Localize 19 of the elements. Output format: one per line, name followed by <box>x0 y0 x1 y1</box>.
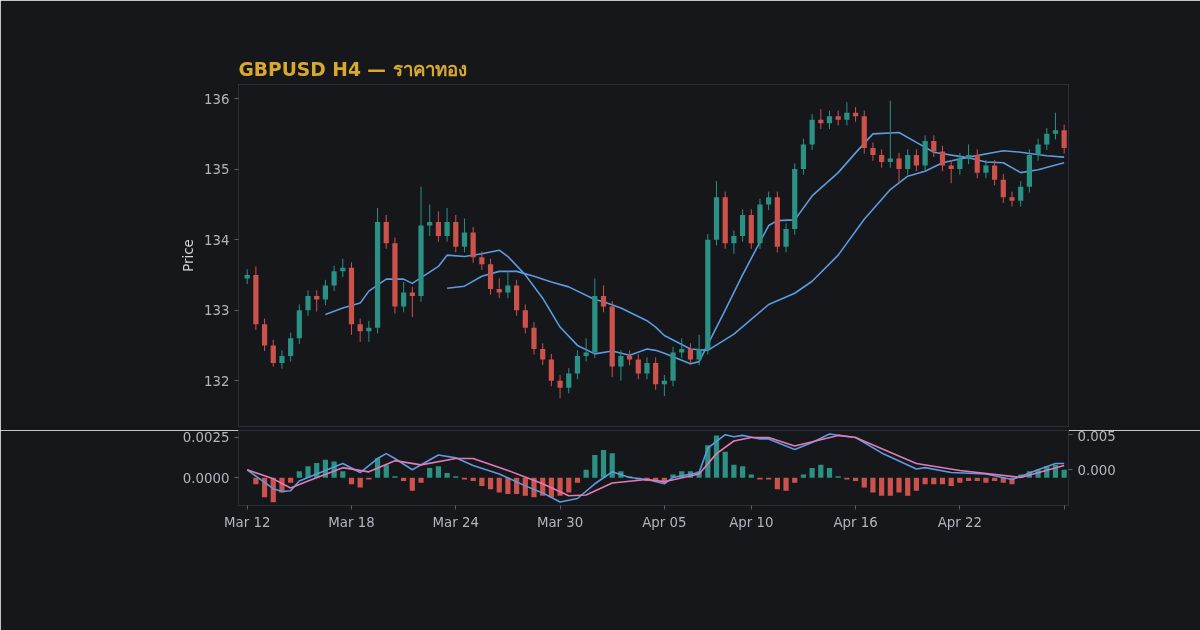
y-tick-label: 0.0025 <box>182 430 230 446</box>
y-tick-label: 0.0000 <box>182 470 230 486</box>
y2-tick-label: 0.005 <box>1077 428 1116 444</box>
y-tick-label: 134 <box>204 232 230 248</box>
y-axis-title: Price <box>181 239 197 272</box>
x-tick-label: Mar 12 <box>224 514 271 530</box>
y2-tick-label: 0.000 <box>1077 462 1116 478</box>
y-tick-label: 132 <box>204 373 230 389</box>
x-tick-label: Apr 10 <box>729 514 774 530</box>
y-tick-label: 133 <box>204 303 230 319</box>
x-tick-label: Mar 24 <box>432 514 479 530</box>
chart-title: GBPUSD H4 — ราคาทอง <box>238 58 467 80</box>
y-tick-label: 136 <box>204 91 230 107</box>
x-tick-label: Apr 22 <box>937 514 982 530</box>
x-tick-label: Mar 18 <box>328 514 375 530</box>
x-tick-label: Apr 16 <box>833 514 878 530</box>
x-tick-label: Apr 05 <box>642 514 687 530</box>
y-tick-label: 135 <box>204 162 230 178</box>
x-tick-label: Mar 30 <box>536 514 584 530</box>
